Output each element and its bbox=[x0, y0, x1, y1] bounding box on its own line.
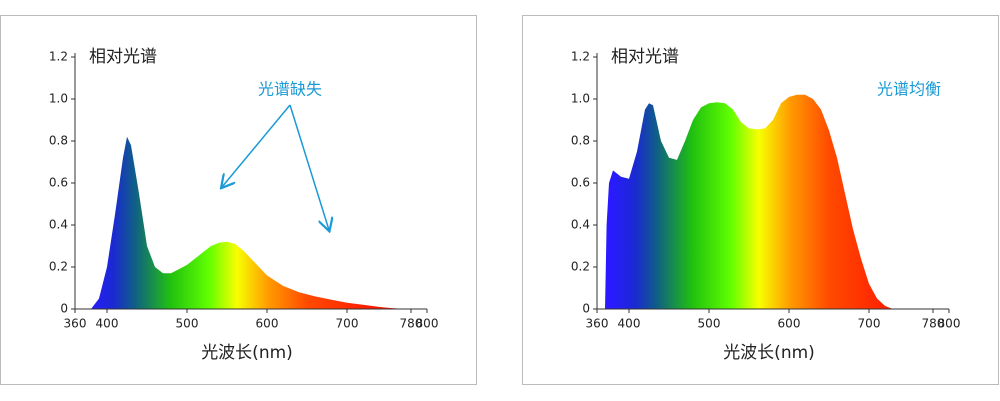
x-tick-label: 600 bbox=[778, 317, 801, 331]
y-tick-label: 0.6 bbox=[571, 176, 590, 190]
y-tick-label: 0 bbox=[582, 302, 590, 316]
x-tick-label: 400 bbox=[96, 317, 119, 331]
x-tick-label: 500 bbox=[698, 317, 721, 331]
panel-frame bbox=[522, 15, 999, 385]
y-tick-label: 1.0 bbox=[571, 92, 590, 106]
y-tick-label: 1.0 bbox=[49, 92, 68, 106]
x-tick-label: 600 bbox=[256, 317, 279, 331]
y-tick-label: 0.8 bbox=[571, 134, 590, 148]
panel-frame bbox=[0, 15, 477, 385]
arrows bbox=[222, 104, 329, 230]
y-tick-label: 0 bbox=[60, 302, 68, 316]
x-tick-label: 700 bbox=[858, 317, 881, 331]
spectrum-area bbox=[91, 136, 411, 309]
y-tick-label: 0.6 bbox=[49, 176, 68, 190]
y-tick-label: 0.2 bbox=[571, 260, 590, 274]
x-tick-label: 360 bbox=[64, 317, 87, 331]
spectrum-area bbox=[605, 94, 893, 309]
x-tick-label: 700 bbox=[336, 317, 359, 331]
annotation: 光谱缺失 bbox=[258, 80, 322, 99]
x-tick-label: 780 bbox=[400, 317, 423, 331]
x-tick-label: 400 bbox=[618, 317, 641, 331]
y-tick-label: 0.4 bbox=[49, 218, 68, 232]
x-axis-title: 光波长(nm) bbox=[723, 343, 815, 363]
x-axis-title: 光波长(nm) bbox=[201, 343, 293, 363]
y-axis-title: 相对光谱 bbox=[89, 47, 157, 67]
x-tick-label: 800 bbox=[416, 317, 439, 331]
y-tick-label: 1.2 bbox=[49, 50, 68, 64]
y-tick-label: 0.8 bbox=[49, 134, 68, 148]
y-tick-label: 0.4 bbox=[571, 218, 590, 232]
x-tick-label: 500 bbox=[176, 317, 199, 331]
y-axis-title: 相对光谱 bbox=[611, 47, 679, 67]
y-tick-label: 0.2 bbox=[49, 260, 68, 274]
annotation: 光谱均衡 bbox=[877, 80, 941, 99]
x-tick-label: 800 bbox=[938, 317, 961, 331]
x-tick-label: 780 bbox=[922, 317, 945, 331]
x-tick-label: 360 bbox=[586, 317, 609, 331]
y-tick-label: 1.2 bbox=[571, 50, 590, 64]
